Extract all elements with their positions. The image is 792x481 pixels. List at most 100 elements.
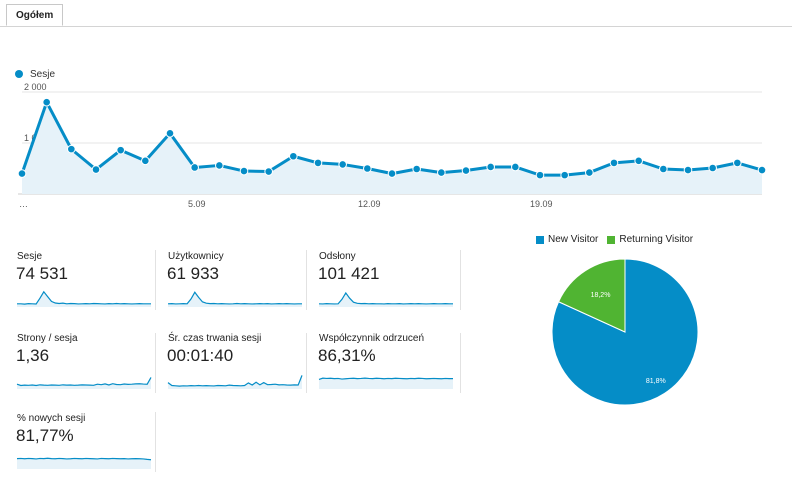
pie-slice-label: 18,2% <box>591 292 611 299</box>
metric-label: Współczynnik odrzuceń <box>319 333 425 344</box>
sparkline-line <box>16 457 152 461</box>
data-point <box>437 168 446 177</box>
pie-legend-item-returning[interactable]: Returning Visitor <box>607 234 693 245</box>
metric-users[interactable]: Użytkownicy 61 933 <box>165 251 305 319</box>
metric-label: % nowych sesji <box>17 413 86 424</box>
y-tick-label: 2 000 <box>24 82 47 92</box>
divider <box>155 412 156 472</box>
data-point <box>116 145 125 155</box>
visitor-type-pie-chart[interactable]: 81,8% 18,2% <box>545 252 705 412</box>
swatch-icon <box>607 235 616 244</box>
metric-label: Strony / sesja <box>17 333 78 344</box>
metric-sparkline <box>16 377 152 389</box>
tab-bar: Ogółem <box>0 0 792 27</box>
data-point <box>190 163 199 172</box>
chart-legend[interactable]: Sesje <box>15 67 55 81</box>
data-point <box>486 162 495 172</box>
metric-value: 86,31% <box>318 346 376 365</box>
data-point <box>535 170 545 180</box>
metric-value: 81,77% <box>16 426 74 445</box>
sparkline-line <box>318 291 453 305</box>
metric-sparkline <box>318 377 453 389</box>
divider <box>306 333 307 393</box>
data-point <box>708 163 717 173</box>
sparkline-area <box>319 378 453 389</box>
sparkline-line <box>167 375 303 387</box>
pie-legend-item-new[interactable]: New Visitor <box>536 234 598 245</box>
data-point <box>67 144 76 154</box>
metric-sparkline <box>17 290 151 307</box>
metric-value: 101 421 <box>318 264 380 283</box>
x-tick-label: 19.09 <box>530 199 553 209</box>
sparkline-area <box>17 458 151 469</box>
series-marker-icon <box>15 70 23 78</box>
data-point <box>585 168 594 177</box>
metric-value: 00:01:40 <box>167 346 234 365</box>
metric-label: Sesje <box>17 251 43 262</box>
pie-legend-label: Returning Visitor <box>619 234 694 245</box>
pie-legend-label: New Visitor <box>548 234 599 245</box>
data-point <box>141 156 150 166</box>
data-point <box>609 158 619 168</box>
divider <box>460 250 461 310</box>
metric-new-sessions[interactable]: % nowych sesji 81,77% <box>14 413 154 481</box>
data-point <box>659 164 668 174</box>
data-point <box>683 165 693 175</box>
tab-overview[interactable]: Ogółem <box>6 4 64 26</box>
metric-avg-session-duration[interactable]: Śr. czas trwania sesji 00:01:40 <box>165 333 305 401</box>
metric-label: Śr. czas trwania sesji <box>168 333 262 344</box>
data-point <box>634 156 643 166</box>
sparkline-area <box>168 292 302 307</box>
pie-slice <box>557 258 626 333</box>
data-point <box>42 97 51 107</box>
sparkline-area <box>319 292 453 307</box>
data-point <box>757 165 767 175</box>
metric-value: 61 933 <box>167 264 219 283</box>
divider <box>460 333 461 393</box>
x-tick-label: 12.09 <box>358 199 381 209</box>
data-point <box>91 165 101 174</box>
metric-label: Użytkownicy <box>168 251 224 262</box>
data-point <box>461 166 471 175</box>
metric-label: Odsłony <box>319 251 356 262</box>
data-point <box>412 164 421 174</box>
data-point <box>17 169 27 178</box>
metric-sparkline <box>167 375 303 389</box>
data-point <box>733 158 742 168</box>
data-point <box>338 160 347 169</box>
data-point <box>239 166 249 176</box>
divider <box>306 250 307 310</box>
divider <box>155 250 156 310</box>
x-tick-label: 5.09 <box>188 199 206 209</box>
x-tick-label: … <box>19 199 28 209</box>
metric-sparkline <box>318 291 453 307</box>
sparkline-area <box>17 377 151 389</box>
data-point <box>215 161 224 170</box>
metric-sparkline <box>167 291 302 307</box>
swatch-icon <box>536 235 544 244</box>
metric-value: 1,36 <box>16 346 50 365</box>
pie-legend: New Visitor Returning Visitor <box>536 234 702 245</box>
metric-value: 74 531 <box>16 264 68 283</box>
sparkline-line <box>16 377 152 387</box>
metric-pages-per-session[interactable]: Strony / sesja 1,36 <box>14 333 154 401</box>
data-point <box>165 129 175 138</box>
metric-pageviews[interactable]: Odsłony 101 421 <box>316 251 456 319</box>
sparkline-area <box>17 291 151 307</box>
series-area <box>22 102 762 194</box>
metric-bounce-rate[interactable]: Współczynnik odrzuceń 86,31% <box>316 333 456 401</box>
sparkline-line <box>167 291 302 305</box>
data-point <box>363 164 372 173</box>
divider <box>155 333 156 393</box>
sparkline-area <box>168 375 302 389</box>
data-point <box>560 170 569 180</box>
data-point <box>511 162 520 172</box>
data-point <box>313 158 323 168</box>
sparkline-line <box>17 290 151 305</box>
metric-sessions[interactable]: Sesje 74 531 <box>14 251 154 319</box>
sparkline-line <box>318 377 453 380</box>
data-point <box>264 167 273 176</box>
legend-label: Sesje <box>30 68 56 80</box>
data-point <box>387 169 397 178</box>
